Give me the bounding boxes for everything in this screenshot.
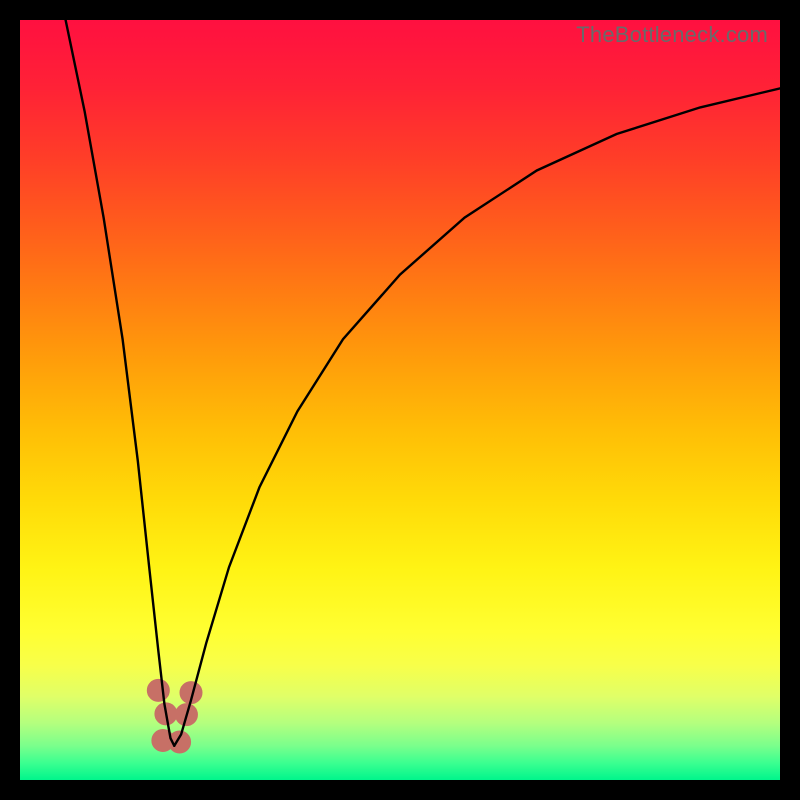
curve-right-branch (174, 88, 780, 745)
plot-area: TheBottleneck.com (20, 20, 780, 780)
node-marker (147, 679, 169, 701)
curve-layer (20, 20, 780, 780)
watermark-text: TheBottleneck.com (576, 22, 768, 48)
chart-container: TheBottleneck.com (0, 0, 800, 800)
curve-left-branch (66, 20, 175, 746)
